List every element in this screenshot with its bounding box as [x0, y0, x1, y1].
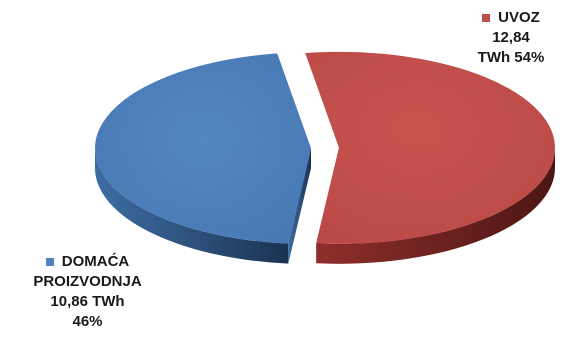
legend-label-domaca-line1: DOMAĆA	[61, 253, 130, 270]
pie-slice-side	[316, 147, 555, 264]
legend-label-domaca-line2: PROIZVODNJA	[33, 273, 142, 290]
legend-label-domaca-line3: 10,86 TWh	[50, 293, 125, 310]
legend-label-uvoz-line1: UVOZ	[498, 9, 540, 26]
legend-domaca: DOMAĆA PROIZVODNJA 10,86 TWh 46%	[0, 252, 175, 332]
pie-slice-cut-face	[288, 148, 312, 264]
legend-swatch-domaca	[45, 258, 54, 267]
pie-slice-uvoz	[305, 51, 555, 264]
pie-slice-top	[305, 51, 555, 244]
pie-slice-top	[95, 53, 312, 244]
pie-slice-domaca	[95, 53, 312, 264]
legend-swatch-uvoz	[482, 14, 491, 23]
legend-label-uvoz-line3: TWh 54%	[477, 49, 545, 66]
legend-label-domaca-line4: 46%	[72, 313, 103, 330]
pie-slice-side	[95, 148, 289, 264]
legend-label-uvoz-line2: 12,84	[492, 29, 530, 46]
legend-uvoz: UVOZ 12,84 TWh 54%	[452, 8, 570, 68]
